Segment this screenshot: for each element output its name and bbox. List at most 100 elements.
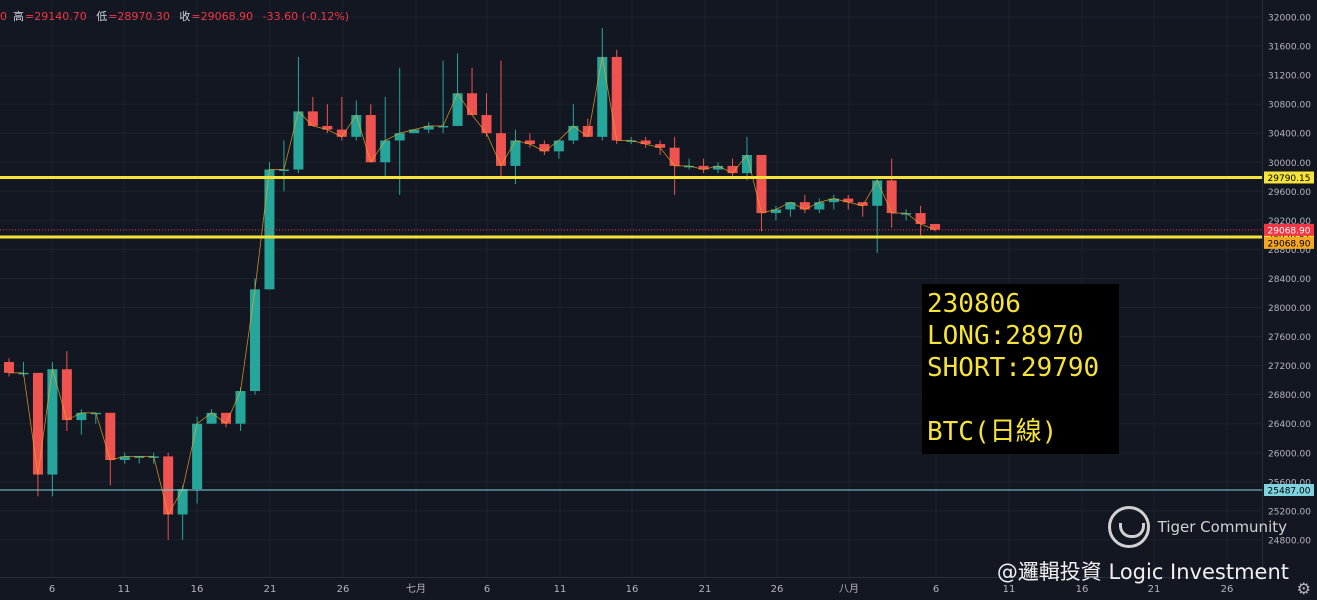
candle-body (32, 372, 43, 475)
close-trend-line (442, 93, 458, 127)
candle[interactable] (293, 56, 304, 174)
close-trend-line (573, 125, 589, 138)
close-trend-line (804, 201, 820, 210)
candle[interactable] (495, 60, 506, 177)
candle[interactable] (221, 412, 232, 428)
candle[interactable] (134, 456, 145, 464)
note-short: SHORT:29790 (927, 353, 1100, 383)
candle[interactable] (510, 129, 521, 185)
short-level-label: 29790.15 (1268, 174, 1311, 184)
candle[interactable] (105, 412, 116, 486)
candle[interactable] (394, 67, 405, 195)
candle[interactable] (365, 104, 376, 163)
candle[interactable] (307, 96, 318, 126)
candle[interactable] (32, 372, 43, 497)
close-trend-line (833, 198, 849, 203)
candle[interactable] (828, 194, 839, 210)
candle[interactable] (467, 67, 478, 116)
candle-body (322, 125, 333, 130)
candle[interactable] (915, 205, 926, 239)
candle[interactable] (814, 198, 825, 214)
x-tick-label: 11 (554, 584, 567, 595)
candle[interactable] (640, 136, 651, 148)
gear-icon[interactable]: ⚙ (1296, 579, 1311, 598)
candle[interactable] (857, 202, 868, 217)
axis-background (1262, 0, 1317, 577)
candle-body (930, 223, 941, 230)
candle[interactable] (756, 154, 767, 232)
candle-body (655, 144, 666, 148)
candle[interactable] (177, 485, 188, 540)
candle-body (293, 111, 304, 170)
candle-body (423, 125, 434, 130)
candle[interactable] (568, 104, 579, 145)
candle-body (524, 140, 535, 145)
candle[interactable] (553, 140, 564, 159)
price-axis[interactable]: 32000.00 31600.00 31200.00 30800.00 30400.00… (1262, 0, 1317, 577)
time-axis[interactable]: 6 11 16 21 26 七月 6 11 16 21 26 八月 6 11 16 21 26 (0, 577, 1262, 600)
candle[interactable] (452, 53, 463, 126)
low-value: =28970.30 (108, 10, 170, 23)
support-level-label: 25487.00 (1268, 487, 1311, 497)
author-credit: @邏輯投資 Logic Investment (996, 560, 1289, 584)
candle[interactable] (423, 122, 434, 134)
candle[interactable] (264, 162, 275, 290)
candle[interactable] (698, 158, 709, 174)
candle[interactable] (278, 140, 289, 192)
y-tick-label: 29600.00 (1268, 188, 1311, 198)
candle[interactable] (539, 140, 550, 155)
change-value: -33.60 (-0.12%) (262, 10, 350, 23)
candle-body (336, 129, 347, 137)
candle-body (597, 56, 608, 137)
candle-body (915, 213, 926, 224)
candle[interactable] (799, 194, 810, 214)
close-trend-line (645, 143, 661, 149)
candle[interactable] (438, 60, 449, 134)
candle[interactable] (611, 49, 622, 145)
candle[interactable] (249, 278, 260, 395)
y-tick-label: 26800.00 (1268, 391, 1311, 401)
candle-body (568, 125, 579, 141)
candle[interactable] (322, 104, 333, 134)
candle[interactable] (481, 93, 492, 137)
candle[interactable] (206, 409, 217, 424)
candle[interactable] (741, 136, 752, 181)
candle[interactable] (336, 96, 347, 141)
candle[interactable] (872, 176, 883, 254)
close-trend-line (688, 165, 704, 170)
candle[interactable] (4, 358, 14, 377)
candle[interactable] (727, 158, 738, 177)
candle-body (843, 198, 854, 203)
candle[interactable] (119, 452, 130, 464)
close-trend-line (746, 154, 762, 214)
candle[interactable] (380, 96, 391, 177)
candle[interactable] (61, 351, 72, 431)
candle[interactable] (930, 223, 941, 232)
candle[interactable] (597, 27, 608, 141)
candle[interactable] (770, 205, 781, 221)
close-trend-line (457, 93, 473, 116)
candle[interactable] (901, 209, 912, 221)
candle-body (249, 289, 260, 392)
candle-body (380, 140, 391, 163)
candle[interactable] (524, 133, 535, 148)
candle[interactable] (684, 158, 695, 170)
candle[interactable] (713, 162, 724, 174)
candle[interactable] (192, 416, 203, 504)
candle-body (713, 165, 724, 170)
ohlc-lead: 0 (0, 10, 7, 23)
candle[interactable] (351, 100, 362, 141)
close-trend-line (312, 125, 328, 130)
candle[interactable] (76, 409, 87, 435)
candle-body (684, 165, 695, 168)
close-trend-line (876, 180, 893, 214)
candle-body (857, 202, 868, 206)
candle[interactable] (785, 202, 796, 217)
candle[interactable] (582, 118, 593, 137)
tiger-logo-icon (1107, 506, 1150, 548)
candle[interactable] (47, 361, 58, 497)
candle[interactable] (886, 158, 897, 228)
candle[interactable] (409, 129, 420, 134)
candle[interactable] (163, 452, 174, 540)
candle[interactable] (235, 387, 246, 431)
